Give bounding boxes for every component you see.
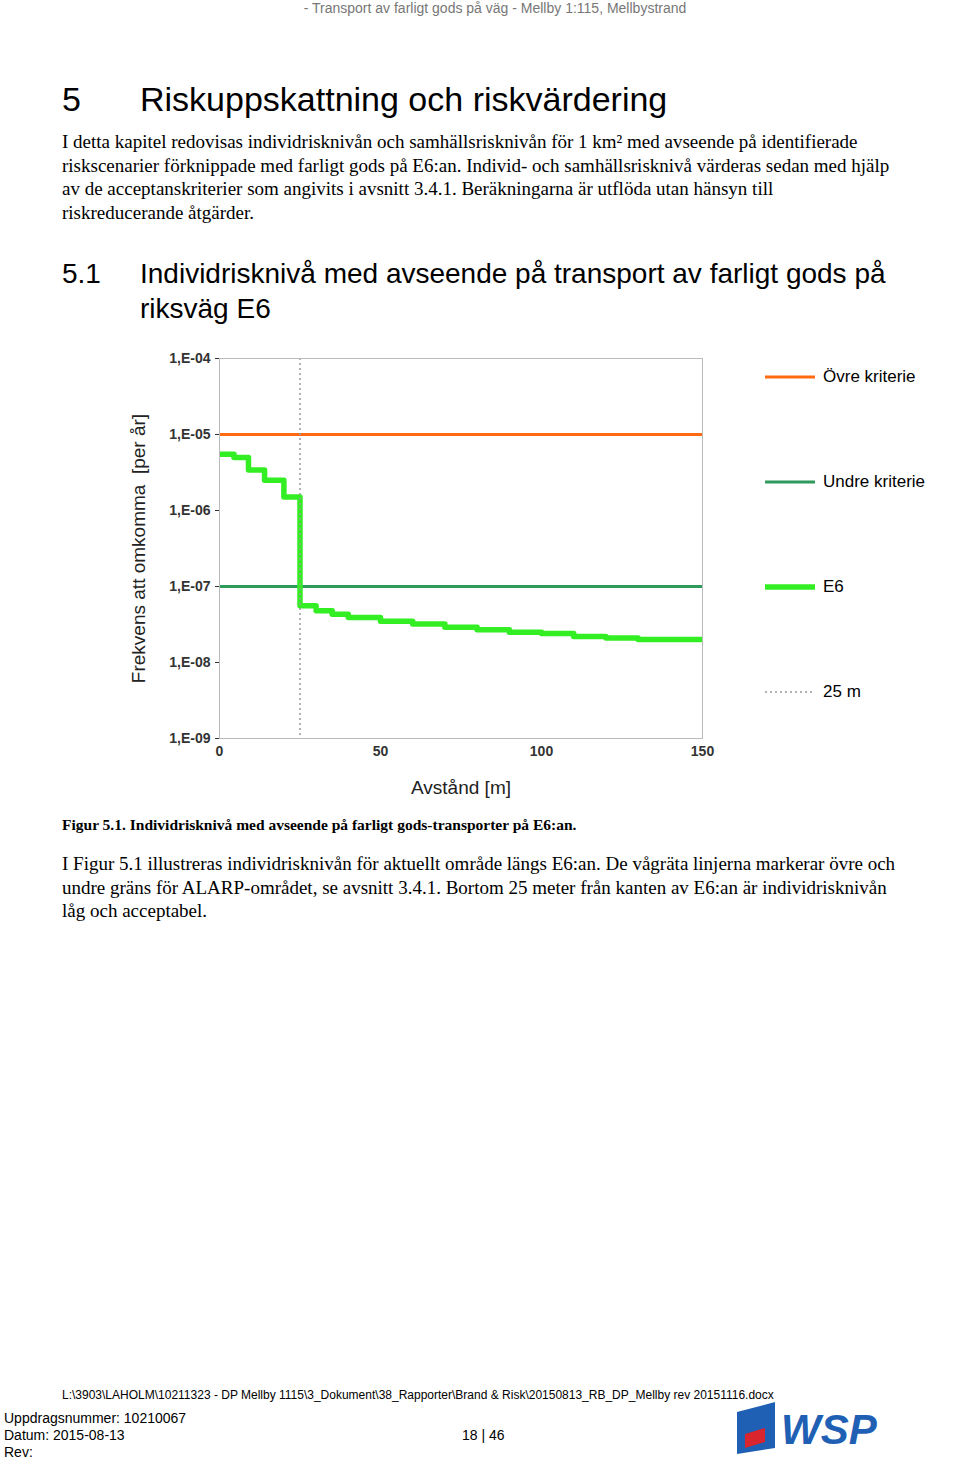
- html-text:5: 5: [62, 80, 81, 118]
- svg-text:50: 50: [373, 743, 389, 759]
- html-text:I Figur 5.1 illustreras indivi: I Figur 5.1 illustreras individrisknivån…: [62, 853, 896, 921]
- svg-text:1,E-05: 1,E-05: [169, 426, 210, 442]
- html-text:L:\3903\LAHOLM\10211323 - DP M: L:\3903\LAHOLM\10211323 - DP Mellby 1115…: [62, 1388, 774, 1402]
- svg-text:1,E-08: 1,E-08: [169, 654, 210, 670]
- html-text:Figur 5.1. Individrisknivå med: Figur 5.1. Individrisknivå med avseende …: [62, 816, 577, 833]
- svg-text:Avstånd [m]: Avstånd [m]: [411, 777, 511, 798]
- html-text:18 | 46: 18 | 46: [462, 1427, 505, 1443]
- html-text:Rev:: Rev:: [4, 1444, 33, 1460]
- svg-text:Frekvens att omkomma [per år]: Frekvens att omkomma [per år]: [128, 414, 149, 683]
- html-text:Undre kriterie: Undre kriterie: [823, 472, 925, 491]
- svg-text:150: 150: [691, 743, 715, 759]
- svg-text:1,E-07: 1,E-07: [169, 578, 210, 594]
- html-text:- Transport av farligt gods på: - Transport av farligt gods på väg - Mel…: [303, 0, 687, 16]
- svg-text:1,E-04: 1,E-04: [169, 350, 210, 366]
- svg-text:1,E-06: 1,E-06: [169, 502, 210, 518]
- html-text:I detta kapitel redovisas indi: I detta kapitel redovisas individriskniv…: [62, 131, 890, 223]
- html-text:Uppdragsnummer: 10210067: Uppdragsnummer: 10210067: [4, 1410, 187, 1426]
- svg-text:1,E-09: 1,E-09: [169, 730, 210, 746]
- html-text:Individrisknivå med avseende p: Individrisknivå med avseende på transpor…: [140, 258, 886, 324]
- svg-text:100: 100: [530, 743, 554, 759]
- html-text:Riskuppskattning och riskvärde: Riskuppskattning och riskvärdering: [140, 80, 668, 118]
- html-text:25 m: 25 m: [823, 682, 861, 701]
- html-text:5.1: 5.1: [62, 258, 101, 289]
- svg-text:0: 0: [216, 743, 224, 759]
- html-text:E6: E6: [823, 577, 844, 596]
- html-text:Övre kriterie: Övre kriterie: [823, 367, 916, 386]
- html-text:Datum: 2015-08-13: Datum: 2015-08-13: [4, 1427, 125, 1443]
- svg-text:WSP: WSP: [781, 1406, 878, 1453]
